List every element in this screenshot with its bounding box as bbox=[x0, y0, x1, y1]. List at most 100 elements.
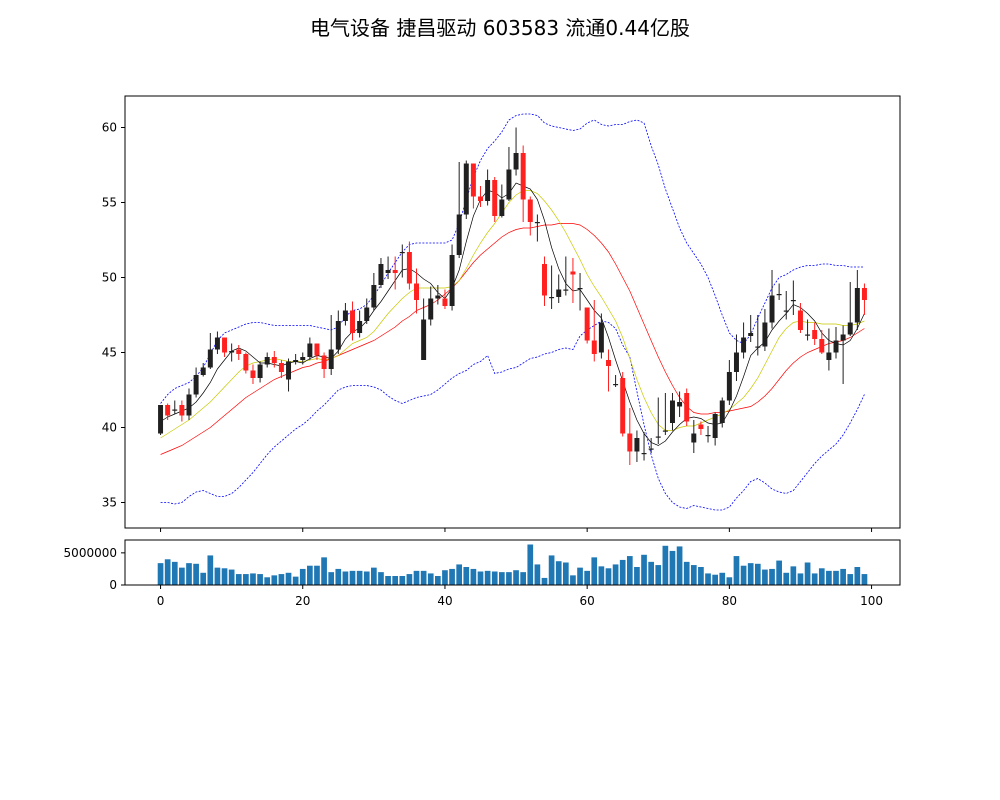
candle bbox=[826, 328, 832, 371]
candle bbox=[776, 283, 782, 300]
candle-body bbox=[250, 370, 256, 378]
candle-body bbox=[854, 288, 860, 323]
candle bbox=[200, 363, 206, 377]
volume-bar bbox=[648, 561, 654, 585]
x-tick: 20 bbox=[295, 585, 310, 608]
candle-body bbox=[790, 300, 796, 302]
candle-body bbox=[314, 343, 320, 356]
candle bbox=[613, 375, 619, 387]
volume-bar bbox=[591, 557, 598, 585]
candle-body bbox=[222, 337, 228, 353]
candle bbox=[165, 403, 171, 420]
y-tick-label: 50 bbox=[102, 271, 117, 285]
candle-body bbox=[691, 433, 697, 443]
candle bbox=[314, 343, 320, 360]
volume-bar bbox=[562, 562, 569, 585]
volume-bar bbox=[847, 574, 854, 585]
volume-bar bbox=[299, 568, 306, 585]
candle bbox=[691, 420, 697, 453]
candle bbox=[527, 196, 533, 236]
volume-bar bbox=[491, 571, 498, 585]
volume-bar bbox=[193, 563, 199, 585]
candle-body bbox=[755, 346, 761, 348]
candle-body bbox=[364, 307, 370, 321]
candle bbox=[598, 313, 604, 359]
candle bbox=[421, 298, 427, 360]
candle bbox=[485, 169, 491, 206]
volume-bar bbox=[427, 573, 434, 585]
candle bbox=[812, 322, 818, 345]
candle-body bbox=[392, 270, 398, 273]
candle bbox=[570, 258, 576, 303]
candle-body bbox=[506, 169, 512, 200]
candle-body bbox=[598, 322, 604, 353]
candle-body bbox=[463, 163, 469, 215]
candle bbox=[577, 273, 583, 311]
volume-bar bbox=[655, 565, 662, 585]
candle bbox=[456, 162, 462, 258]
volume-bar bbox=[477, 571, 484, 585]
candle bbox=[605, 349, 611, 392]
volume-bar bbox=[171, 561, 178, 585]
volume-bar bbox=[221, 568, 228, 585]
ma-short-line bbox=[160, 182, 865, 446]
volume-bar bbox=[278, 574, 285, 585]
candle-body bbox=[861, 288, 867, 300]
candle bbox=[470, 163, 476, 209]
candle bbox=[307, 337, 313, 360]
volume-bar bbox=[321, 557, 327, 585]
y-tick-label: 55 bbox=[102, 196, 117, 210]
candle bbox=[719, 397, 725, 428]
candle bbox=[342, 303, 348, 326]
candle bbox=[478, 186, 483, 207]
volume-bar bbox=[179, 567, 185, 585]
candle-body bbox=[321, 355, 327, 369]
candle-body bbox=[677, 402, 683, 407]
candle bbox=[542, 256, 547, 306]
candle bbox=[748, 315, 754, 342]
candle-body bbox=[776, 294, 782, 296]
candle bbox=[648, 438, 654, 453]
candle-body bbox=[662, 430, 668, 432]
candle bbox=[286, 358, 292, 392]
volume-bar bbox=[470, 568, 477, 585]
volume-y-tick-label: 0 bbox=[109, 578, 117, 592]
candle bbox=[449, 244, 455, 311]
volume-bar bbox=[527, 544, 534, 585]
candle bbox=[684, 388, 690, 426]
candle bbox=[264, 352, 270, 368]
candle bbox=[385, 256, 391, 279]
volume-bar bbox=[200, 572, 207, 585]
candle-body bbox=[271, 357, 277, 363]
volume-bar bbox=[157, 563, 164, 585]
candle bbox=[406, 241, 412, 290]
candle bbox=[193, 367, 199, 398]
candle bbox=[428, 286, 434, 326]
volume-bar bbox=[378, 572, 384, 585]
y-tick: 60 bbox=[102, 121, 125, 135]
y-tick-label: 45 bbox=[102, 346, 117, 360]
candle-body bbox=[641, 453, 647, 455]
candle-body bbox=[300, 357, 306, 360]
volume-axes-frame bbox=[124, 539, 901, 586]
candle-body bbox=[286, 361, 292, 380]
volume-bar bbox=[598, 566, 605, 585]
candle-body bbox=[705, 435, 711, 437]
candle bbox=[762, 309, 768, 351]
candle bbox=[677, 391, 683, 417]
candle-body bbox=[207, 349, 213, 368]
volume-bar bbox=[371, 567, 377, 585]
candle-body bbox=[186, 394, 192, 416]
candle-body bbox=[414, 283, 420, 300]
candle-body bbox=[648, 448, 654, 450]
candle-body bbox=[470, 163, 476, 197]
candle-body bbox=[264, 357, 270, 365]
candle-body bbox=[435, 295, 441, 299]
volume-bar bbox=[250, 573, 256, 585]
candle bbox=[321, 352, 327, 378]
x-tick-label: 0 bbox=[157, 594, 165, 608]
volume-bar bbox=[349, 570, 356, 585]
candle bbox=[861, 283, 867, 315]
candle-body bbox=[748, 333, 754, 336]
volume-bar bbox=[769, 568, 775, 585]
